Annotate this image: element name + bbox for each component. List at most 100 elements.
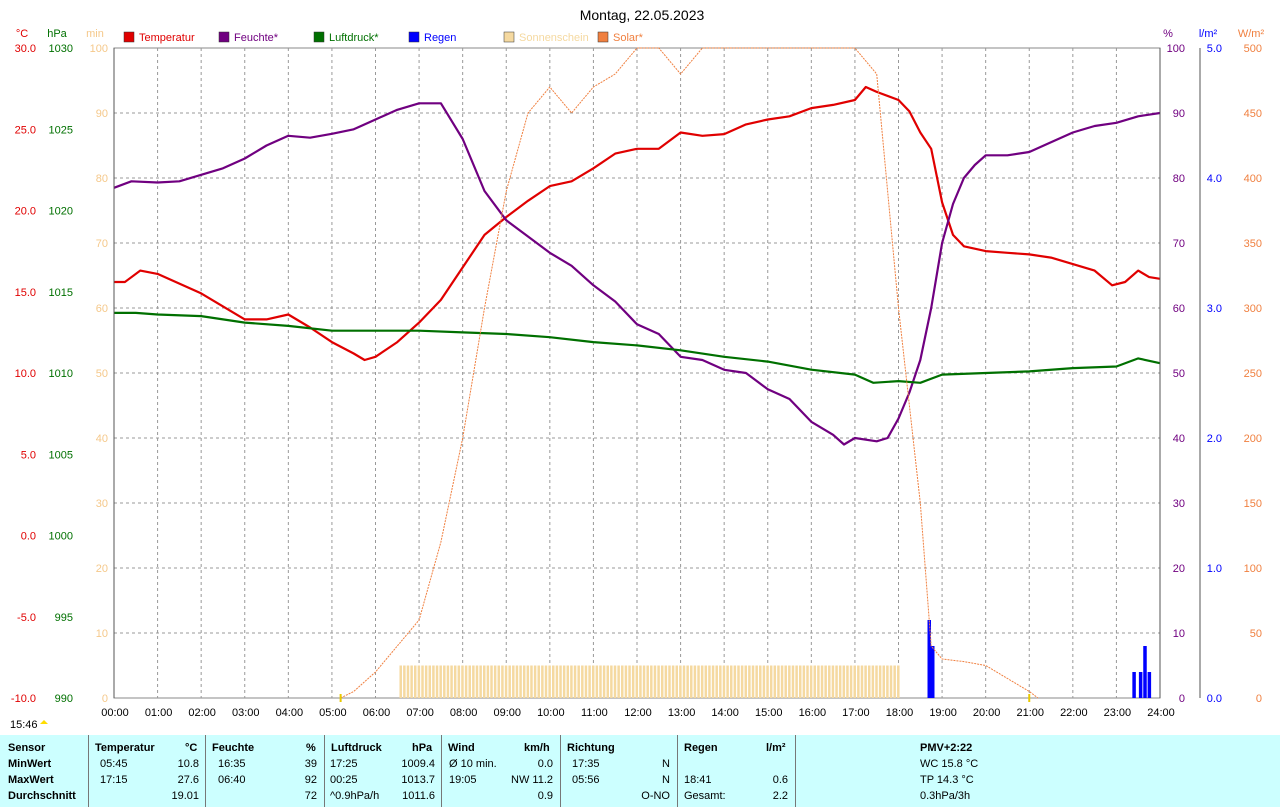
- x-tick-label: 09:00: [493, 707, 521, 719]
- sunshine-bar: [679, 665, 682, 698]
- x-tick-label: 15:00: [755, 707, 783, 719]
- sunshine-bar: [464, 665, 468, 698]
- sunshine-bar: [882, 665, 886, 698]
- humidity-tick-label: 0: [1179, 693, 1185, 705]
- temperature-tick-label: -10.0: [11, 693, 36, 705]
- sunshine-bar: [522, 665, 526, 698]
- sunshine-bar: [446, 665, 450, 698]
- sunshine-bar: [806, 665, 809, 698]
- sunshine-bar: [897, 665, 900, 698]
- header-rain: Regen: [684, 742, 718, 754]
- sunshine-bar: [875, 665, 878, 698]
- sunshine-bar: [570, 665, 573, 698]
- solar-tick-label: 450: [1244, 108, 1262, 120]
- sunshine-bar: [497, 665, 501, 698]
- sunshine-bar: [573, 665, 577, 698]
- sunshine-bar: [759, 665, 762, 698]
- x-tick-label: 04:00: [276, 707, 304, 719]
- series-line-luftdruck: [114, 311, 1161, 384]
- stats-row-label: MaxWert: [8, 774, 54, 786]
- stats-cell-dir-time: 05:56: [572, 774, 600, 786]
- sunshine-bar: [780, 665, 784, 698]
- sunshine-bar: [595, 665, 599, 698]
- sunshine-bar: [737, 665, 740, 698]
- humidity-tick-label: 50: [1173, 368, 1185, 380]
- sunshine-bar: [809, 665, 813, 698]
- weather-chart: 00:00 01:00 02:00 03:00 04:00 05:00 06:00 07:00…: [10, 7, 1264, 731]
- sunshine-bar: [621, 665, 624, 698]
- sunshine-bar: [686, 665, 689, 698]
- x-tick-label: 13:00: [668, 707, 696, 719]
- sunshine-bar: [704, 665, 708, 698]
- x-tick-label: 21:00: [1016, 707, 1044, 719]
- humidity-tick-label: 30: [1173, 498, 1185, 510]
- sunshine-bar: [864, 665, 867, 698]
- sunshine-bar: [769, 665, 773, 698]
- sunshine-bar: [693, 665, 697, 698]
- x-tick-label: 14:00: [711, 707, 739, 719]
- sunshine-bar: [766, 665, 769, 698]
- x-tick-label: 11:00: [581, 707, 608, 719]
- temperature-tick-label: 30.0: [15, 43, 36, 55]
- legend-swatch: [408, 31, 420, 43]
- sunshine-bar: [555, 665, 559, 698]
- sunshine-bar: [588, 665, 591, 698]
- time-marker-label: 15:46: [10, 719, 38, 731]
- humidity-tick-label: 60: [1173, 303, 1185, 315]
- sunshine-bar: [591, 665, 595, 698]
- stats-cell-hum-val: 92: [304, 774, 317, 786]
- header-temperature-unit: °C: [185, 742, 198, 754]
- legend-label: Solar*: [613, 32, 644, 44]
- stats-cell-dir-time: 17:35: [572, 758, 600, 770]
- sunshine-bar: [817, 665, 820, 698]
- stats-row-label: MinWert: [8, 758, 52, 770]
- solar-tick-label: 350: [1244, 238, 1262, 250]
- stats-row-label: Durchschnitt: [8, 790, 76, 802]
- sunshine-bar: [784, 665, 787, 698]
- sunshine-bar: [889, 665, 893, 698]
- sunshine-bar: [457, 665, 461, 698]
- x-tick-label: 02:00: [188, 707, 216, 719]
- stats-cell-temp-time: 05:45: [100, 758, 128, 770]
- sunshine-bar: [820, 665, 824, 698]
- sunshine-bar: [628, 665, 631, 698]
- sunshine-bar: [650, 665, 653, 698]
- sunshine-bar: [690, 665, 693, 698]
- sunshine-bar: [729, 665, 733, 698]
- x-tick-label: 19:00: [929, 707, 957, 719]
- stats-cell-press-time: 00:25: [330, 774, 358, 786]
- sunshine-tick-label: 30: [96, 498, 108, 510]
- temperature-tick-label: 25.0: [15, 124, 36, 136]
- sunshine-tick-label: 0: [102, 693, 108, 705]
- stats-cell-press-val: 1009.4: [401, 758, 435, 770]
- solar-tick-label: 300: [1244, 303, 1262, 315]
- legend-swatch: [218, 31, 230, 43]
- sunshine-bar: [878, 665, 882, 698]
- temp-unit-label: °C: [16, 28, 28, 40]
- solar-tick-label: 0: [1256, 693, 1262, 705]
- axes: 00:00 01:00 02:00 03:00 04:00 05:00 06:00 07:00…: [11, 43, 1262, 719]
- sunshine-bar: [406, 665, 410, 698]
- sunshine-bar: [526, 665, 530, 698]
- sunshine-bar: [722, 665, 726, 698]
- sunshine-bar: [773, 665, 777, 698]
- sunshine-bar: [668, 665, 671, 698]
- sunshine-bar: [512, 665, 515, 698]
- sunshine-bar: [813, 665, 817, 698]
- sunshine-bar: [552, 665, 555, 698]
- sunshine-bar: [475, 665, 479, 698]
- stats-cell-dir-val: N: [662, 758, 670, 770]
- stats-cell-press-time: 17:25: [330, 758, 358, 770]
- stats-cell-hum-time: 16:35: [218, 758, 246, 770]
- sunshine-bar: [860, 665, 864, 698]
- sunshine-bar: [733, 665, 737, 698]
- header-temperature: Temperatur: [95, 742, 155, 754]
- series-line-feuchte: [113, 102, 1161, 446]
- x-tick-label: 10:00: [537, 707, 565, 719]
- sunshine-bar: [802, 665, 806, 698]
- sunshine-bar: [533, 665, 537, 698]
- stats-cell-rain-val: 2.2: [772, 790, 788, 802]
- sunshine-bar: [675, 665, 678, 698]
- solar-tick-label: 500: [1244, 43, 1262, 55]
- sunshine-bar: [719, 665, 722, 698]
